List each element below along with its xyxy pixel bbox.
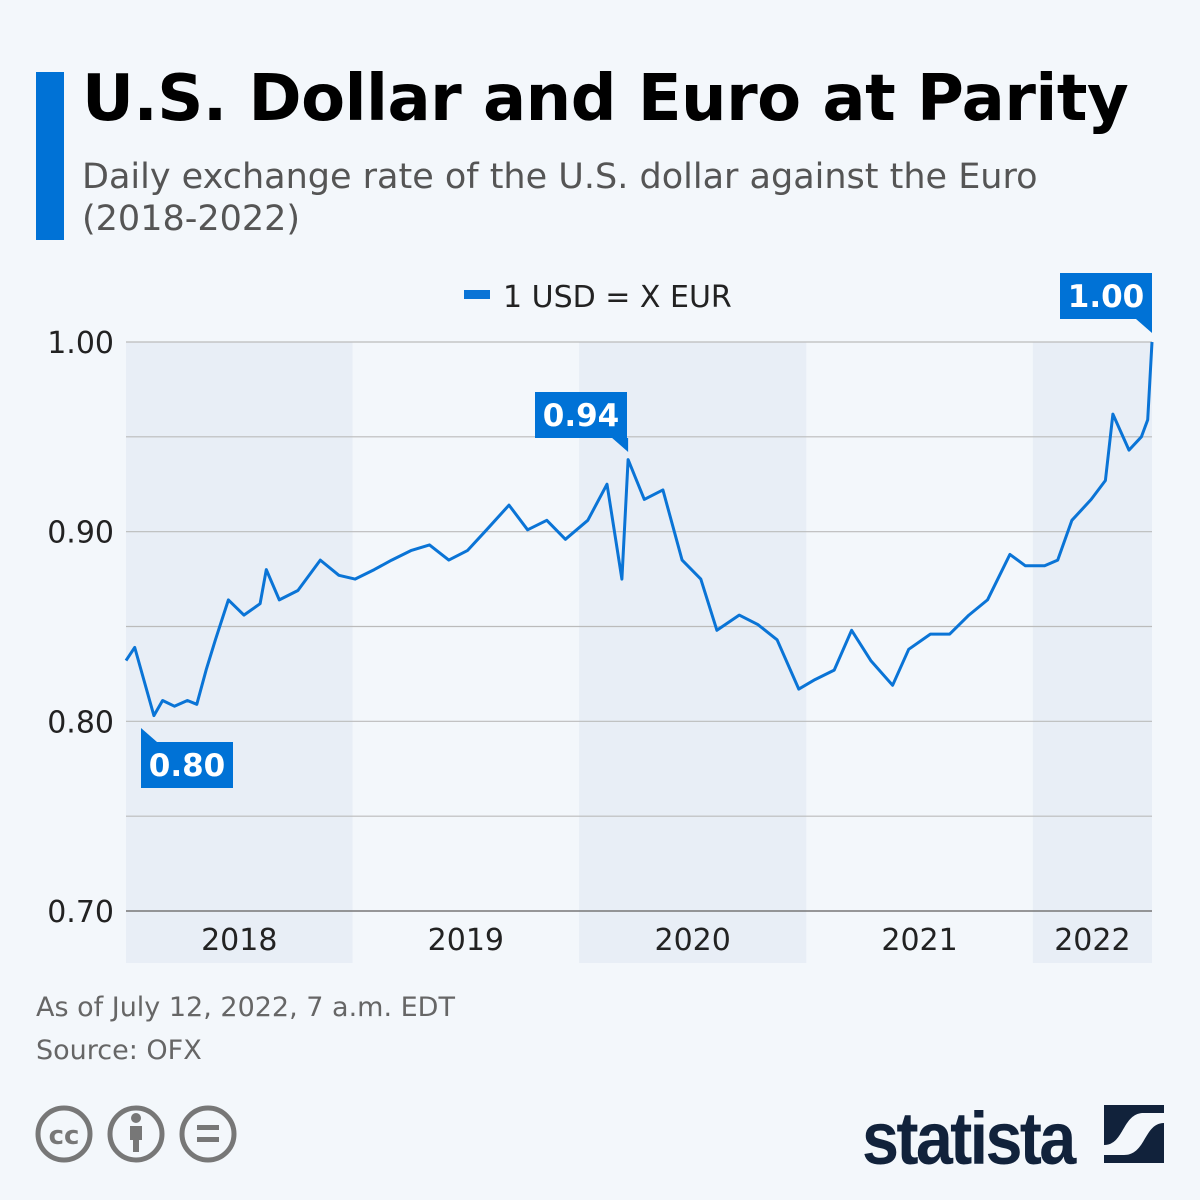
legend: 1 USD = X EUR — [464, 280, 732, 315]
y-tick-label: 0.80 — [47, 705, 114, 740]
no-derivatives-icon — [179, 1105, 237, 1163]
callout-label: 1.00 — [1068, 279, 1145, 315]
page-subtitle: Daily exchange rate of the U.S. dollar a… — [82, 157, 1038, 239]
y-tick-label: 0.70 — [47, 895, 114, 930]
year-band — [126, 342, 353, 963]
x-tick-label: 2019 — [428, 923, 504, 958]
legend-swatch — [464, 290, 490, 299]
callout-pointer — [141, 728, 157, 742]
x-tick-label: 2018 — [201, 923, 277, 958]
callout-box — [535, 392, 627, 438]
title-accent-bar — [36, 72, 64, 240]
y-tick-label: 1.00 — [47, 326, 114, 361]
creative-commons-icon: cc — [35, 1105, 93, 1163]
svg-text:cc: cc — [49, 1121, 80, 1151]
legend-label: 1 USD = X EUR — [503, 280, 732, 315]
callout-box — [141, 742, 233, 788]
y-tick-label: 0.90 — [47, 516, 114, 551]
series-line — [124, 341, 1154, 718]
callout-label: 0.94 — [543, 398, 620, 434]
statista-logo: statista — [862, 1097, 1076, 1180]
callout-label: 0.80 — [149, 748, 226, 784]
page-title: U.S. Dollar and Euro at Parity — [82, 62, 1129, 136]
x-tick-label: 2021 — [881, 923, 957, 958]
as-of-note: As of July 12, 2022, 7 a.m. EDT — [36, 992, 455, 1023]
year-band — [579, 342, 807, 963]
year-band — [1032, 342, 1152, 963]
callout-pointer — [1136, 319, 1152, 333]
line-chart: 0.70 0.80 0.90 1.00 2018 2019 2020 2021 2022 1 … — [47, 273, 1154, 963]
callout-pointer — [612, 438, 629, 452]
source-note: Source: OFX — [36, 1035, 202, 1066]
license-icons: cc — [35, 1105, 237, 1163]
statista-logo-icon — [1104, 1105, 1164, 1163]
attribution-icon — [107, 1105, 165, 1163]
x-tick-label: 2020 — [655, 923, 731, 958]
x-tick-label: 2022 — [1054, 923, 1130, 958]
callout-box — [1060, 273, 1152, 319]
